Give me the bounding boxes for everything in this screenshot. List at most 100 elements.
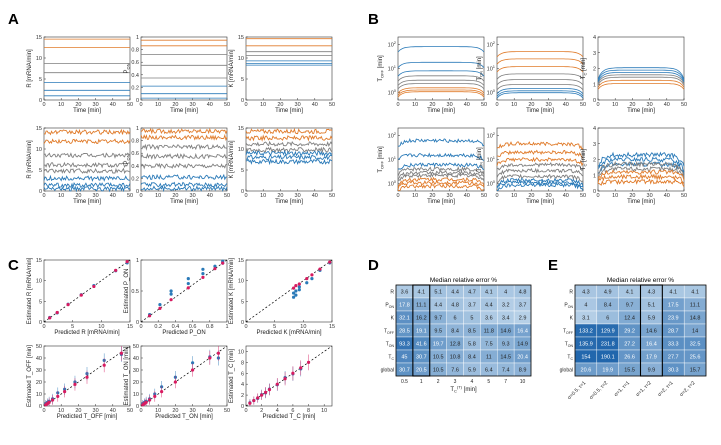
y-tick-label: 0.2: [131, 85, 139, 91]
data-point-pink: [318, 267, 322, 271]
heatmap-value: 7.6: [451, 368, 459, 374]
heatmap-value: 25.6: [690, 355, 701, 361]
y-tick-label: 10: [238, 279, 244, 285]
data-point-pink: [306, 360, 311, 364]
heatmap-value: 16.4: [517, 329, 528, 335]
panel-label-e: E: [548, 257, 558, 274]
x-tick-label: 0: [42, 102, 45, 108]
data-point-pink: [275, 382, 279, 386]
x-tick-label: 20: [629, 102, 635, 108]
data-point-pink: [191, 368, 195, 372]
series-line-blue-0: [245, 149, 333, 157]
x-tick-label: 10: [155, 408, 161, 414]
x-tick-label: 40: [312, 193, 318, 199]
chart-a-r-mrna-min: 0 10 20 30 40 50 0 5 10 15 Time [min] R [mRNA/min]: [27, 35, 133, 114]
x-tick-label: 40: [563, 193, 569, 199]
data-point-pink: [252, 398, 256, 403]
data-point-pink: [201, 275, 205, 279]
x-tick-label: 50: [481, 193, 487, 199]
series-line-orange-1: [245, 134, 333, 142]
heatmap-value: 33.3: [668, 342, 679, 348]
series-line-orange-0: [245, 127, 333, 135]
y-tick-label: 15: [238, 126, 244, 132]
x-tick-label: 0: [396, 102, 399, 108]
heatmap-value: 5.8: [468, 342, 476, 348]
y-tick-label: 5: [241, 299, 244, 305]
heatmap-value: 15.5: [624, 368, 635, 374]
x-tick-label: 0.2: [154, 324, 162, 330]
heatmap-value: 28.7: [668, 329, 679, 335]
y-tick-label: 40: [133, 356, 139, 362]
series-line-grey-0: [496, 73, 584, 80]
x-tick-label: 10: [412, 102, 418, 108]
heatmap-value: 5.9: [648, 316, 656, 322]
data-point-pink: [160, 390, 164, 394]
series-line-blue-1: [597, 156, 685, 173]
series-line-grey-1: [397, 170, 485, 180]
plot-frame: [397, 127, 485, 192]
x-tick-label: 30: [546, 102, 552, 108]
data-point-pink: [79, 293, 83, 297]
x-tick-label: 50: [127, 408, 133, 414]
y-tick-label: 101: [388, 64, 397, 73]
heatmap-value: 30.3: [668, 368, 679, 374]
data-point-blue: [158, 303, 162, 307]
series-line-blue-0: [597, 67, 685, 80]
heatmap-value: 27.2: [624, 342, 635, 348]
series-line-grey-0: [140, 143, 228, 151]
plot-frame: [245, 127, 333, 192]
heatmap-value: 17.8: [399, 303, 410, 309]
row-label: R: [569, 290, 573, 296]
heatmap-value: 231.8: [601, 342, 615, 348]
data-point-pink: [328, 260, 332, 264]
x-tick-label: 30: [190, 193, 196, 199]
data-point-blue: [294, 289, 298, 293]
series-line-grey-0: [397, 75, 485, 82]
column-label: 2: [437, 379, 440, 385]
heatmap-value: 14.8: [690, 316, 701, 322]
heatmap-title: Median relative error %: [607, 277, 674, 284]
identity-line: [140, 259, 228, 323]
x-tick-label: 20: [172, 102, 178, 108]
plot-frame: [43, 259, 131, 323]
y-tick-label: 0: [241, 189, 244, 195]
heatmap-value: 11.1: [416, 303, 426, 309]
x-tick-label: 50: [580, 102, 586, 108]
heatmap-value: 5.1: [434, 290, 442, 296]
heatmap-value: 16.4: [646, 342, 657, 348]
x-tick-label: 0: [396, 193, 399, 199]
heatmap-value: 8.4: [451, 329, 459, 335]
x-tick-label: 40: [563, 102, 569, 108]
heatmap-value: 7.5: [485, 342, 493, 348]
x-tick-label: 40: [207, 408, 213, 414]
x-tick-label: 0: [244, 193, 247, 199]
x-tick-label: 50: [681, 193, 687, 199]
x-tick-label: 40: [464, 102, 470, 108]
y-tick-label: 102: [487, 131, 496, 140]
data-point-blue: [186, 277, 190, 281]
x-axis-label: Time [min]: [627, 108, 655, 114]
x-tick-label: 30: [447, 102, 453, 108]
series-line-orange-0: [496, 141, 584, 151]
heatmap-value: 4.7: [468, 290, 476, 296]
series-line-blue-0: [397, 137, 485, 147]
x-axis-label: Time [min]: [275, 199, 303, 205]
heatmap-value: 8.4: [604, 303, 612, 309]
y-tick-label: 5: [39, 77, 42, 83]
heatmap-value: 6.4: [485, 368, 493, 374]
heatmap-value: 8.4: [468, 355, 476, 361]
series-line-grey-0: [245, 140, 333, 147]
y-axis-label: Estimated K [mRNA/min]: [229, 257, 235, 324]
panel-label-b: B: [368, 11, 379, 28]
x-tick-label: 40: [664, 102, 670, 108]
x-tick-label: 40: [110, 408, 116, 414]
row-label: R: [390, 290, 394, 296]
heatmap-value: 12.8: [450, 342, 461, 348]
data-point-blue: [305, 281, 309, 285]
x-tick-label: 50: [681, 102, 687, 108]
heatmap-value: 4.1: [691, 290, 699, 296]
y-axis-label: Estimated T_C [min]: [229, 349, 235, 404]
heatmap-value: 5: [470, 316, 473, 322]
heatmap-value: 27.7: [668, 355, 679, 361]
series-line-grey-2: [140, 162, 228, 170]
